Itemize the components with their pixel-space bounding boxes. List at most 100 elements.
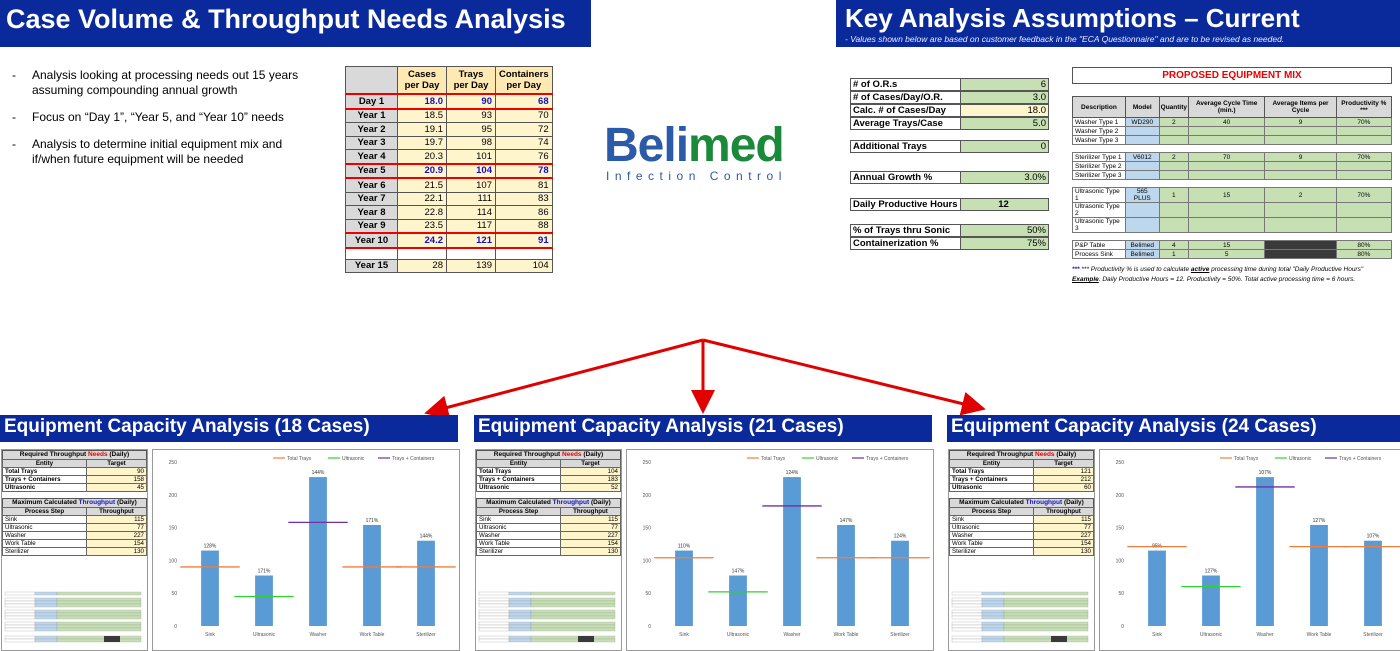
y-tick-label: 100 bbox=[169, 558, 178, 564]
x-tick-label: Washer bbox=[309, 632, 326, 638]
bar bbox=[1364, 540, 1382, 626]
assumption-value[interactable]: 5.0 bbox=[961, 117, 1049, 130]
mix-model[interactable] bbox=[1124, 202, 1160, 218]
cell-cases: 21.5 bbox=[397, 177, 447, 193]
mix-row: Ultrasonic Type 3 bbox=[1072, 217, 1393, 233]
mix-description: Ultrasonic Type 1 bbox=[1072, 187, 1126, 203]
row-label: Year 5 bbox=[345, 162, 398, 179]
needs-table-title: Required Throughput Needs (Daily) bbox=[2, 450, 147, 459]
assumption-value[interactable]: 6 bbox=[961, 78, 1049, 91]
bar bbox=[891, 540, 909, 626]
mix-items[interactable] bbox=[1264, 217, 1337, 233]
col-header-cases: Cases per Day bbox=[397, 66, 447, 95]
y-tick-label: 250 bbox=[169, 460, 178, 466]
throughput-row: Ultrasonic 77 bbox=[949, 523, 1094, 532]
table-row: Year 15 28 139 104 bbox=[345, 258, 553, 273]
capacity-chart: Total Trays Ultrasonic Trays + Containers 0… bbox=[626, 449, 934, 651]
x-tick-label: Sterilizer bbox=[1363, 632, 1383, 638]
cell-containers: 72 bbox=[495, 122, 553, 137]
needs-row: Total Trays 121 bbox=[949, 467, 1094, 476]
assumption-value[interactable]: 3.0% bbox=[961, 171, 1049, 184]
x-tick-label: Sterilizer bbox=[416, 632, 436, 638]
mix-productivity[interactable] bbox=[1335, 202, 1393, 218]
mix-productivity[interactable]: 80% bbox=[1335, 249, 1393, 259]
equipment-mix-thumbnail bbox=[951, 591, 1089, 643]
section-title: Equipment Capacity Analysis (24 Cases) bbox=[947, 415, 1400, 442]
y-tick-label: 100 bbox=[1116, 558, 1125, 564]
throughput-row: Sink 115 bbox=[949, 515, 1094, 524]
equipment-mix-thumbnail bbox=[4, 591, 142, 643]
throughput-row: Sink 115 bbox=[2, 515, 147, 524]
assumption-value[interactable]: 75% bbox=[961, 237, 1049, 250]
mix-productivity[interactable] bbox=[1335, 135, 1393, 145]
legend-label: Ultrasonic bbox=[342, 456, 365, 462]
assumption-label: Additional Trays bbox=[850, 140, 961, 153]
needs-table-title: Required Throughput Needs (Daily) bbox=[949, 450, 1094, 459]
assumption-label: # of O.R.s bbox=[850, 78, 961, 91]
throughput-tables: Required Throughput Needs (Daily) Entity T… bbox=[948, 449, 1095, 651]
mix-items[interactable] bbox=[1264, 135, 1337, 145]
throughput-row: Work Table 154 bbox=[949, 539, 1094, 548]
cell-trays: 121 bbox=[446, 232, 496, 249]
cell-trays: 101 bbox=[446, 149, 496, 164]
throughput-tables: Required Throughput Needs (Daily) Entity T… bbox=[1, 449, 148, 651]
mix-productivity[interactable] bbox=[1335, 217, 1393, 233]
mix-quantity[interactable]: 1 bbox=[1158, 249, 1190, 259]
mix-cycle-time[interactable]: 15 bbox=[1188, 187, 1266, 203]
assumption-value[interactable]: 18.0 bbox=[961, 104, 1049, 117]
table-row: Year 2 19.1 95 72 bbox=[345, 122, 553, 137]
row-label: Year 15 bbox=[345, 258, 398, 273]
throughput-table-title: Maximum Calculated Throughput (Daily) bbox=[2, 498, 147, 507]
capacity-chart: Total Trays Ultrasonic Trays + Containers 0… bbox=[1099, 449, 1400, 651]
cell-cases: 18.5 bbox=[397, 108, 447, 123]
mix-items[interactable] bbox=[1264, 202, 1337, 218]
legend-label: Trays + Containers bbox=[1339, 456, 1382, 462]
x-tick-label: Ultrasonic bbox=[727, 632, 750, 638]
mix-items[interactable] bbox=[1264, 249, 1337, 259]
mix-productivity[interactable] bbox=[1335, 170, 1393, 180]
mix-quantity[interactable]: 1 bbox=[1158, 187, 1190, 203]
capacity-chart-svg: Total Trays Ultrasonic Trays + Containers 0… bbox=[169, 456, 456, 638]
mix-items[interactable] bbox=[1264, 170, 1337, 180]
throughput-row: Sterilizer 130 bbox=[949, 547, 1094, 556]
needs-table: Entity Target Total Trays 104 Trays + Contai… bbox=[476, 459, 621, 492]
needs-table-title: Required Throughput Needs (Daily) bbox=[476, 450, 621, 459]
corner-cell bbox=[345, 66, 398, 95]
throughput-row: Washer 227 bbox=[2, 531, 147, 540]
legend-label: Ultrasonic bbox=[1289, 456, 1312, 462]
cell-trays: 139 bbox=[446, 258, 496, 273]
cell-containers: 70 bbox=[495, 108, 553, 123]
assumption-value[interactable]: 0 bbox=[961, 140, 1049, 153]
throughput-table: Process Step Throughput Sink 115 Ultrasonic 7… bbox=[476, 507, 621, 556]
bar bbox=[201, 550, 219, 626]
mix-row: Sterilizer Type 3 bbox=[1072, 170, 1393, 180]
needs-table: Entity Target Total Trays 90 Trays + Contain… bbox=[2, 459, 147, 492]
assumption-label: Average Trays/Case bbox=[850, 117, 961, 130]
y-tick-label: 250 bbox=[643, 460, 652, 466]
x-tick-label: Sink bbox=[1152, 632, 1162, 638]
bar bbox=[1148, 550, 1166, 626]
table-row: Year 3 19.7 98 74 bbox=[345, 135, 553, 150]
cell-trays: 90 bbox=[446, 93, 496, 110]
mix-quantity[interactable] bbox=[1158, 170, 1190, 180]
assumption-value[interactable]: 50% bbox=[961, 224, 1049, 237]
productivity-note: *** *** Productivity % is used to calcul… bbox=[1072, 266, 1364, 283]
legend-label: Ultrasonic bbox=[816, 456, 839, 462]
cell-containers: 74 bbox=[495, 135, 553, 150]
mix-col-header: Model bbox=[1124, 96, 1160, 118]
mix-cycle-time[interactable] bbox=[1188, 217, 1266, 233]
bar-data-label: 171% bbox=[366, 518, 379, 524]
cell-containers: 104 bbox=[495, 258, 553, 273]
left-header-banner: Case Volume & Throughput Needs Analysis bbox=[0, 0, 591, 47]
assumption-value[interactable]: 3.0 bbox=[961, 91, 1049, 104]
legend-label: Trays + Containers bbox=[866, 456, 909, 462]
mix-model[interactable] bbox=[1124, 217, 1160, 233]
equipment-mix-thumbnail bbox=[478, 591, 616, 643]
mix-cycle-time[interactable] bbox=[1188, 202, 1266, 218]
mix-quantity[interactable] bbox=[1158, 135, 1190, 145]
cell-trays: 93 bbox=[446, 108, 496, 123]
mix-quantity[interactable] bbox=[1158, 217, 1190, 233]
row-label: Year 3 bbox=[345, 135, 398, 150]
assumption-value[interactable]: 12 bbox=[961, 198, 1049, 211]
